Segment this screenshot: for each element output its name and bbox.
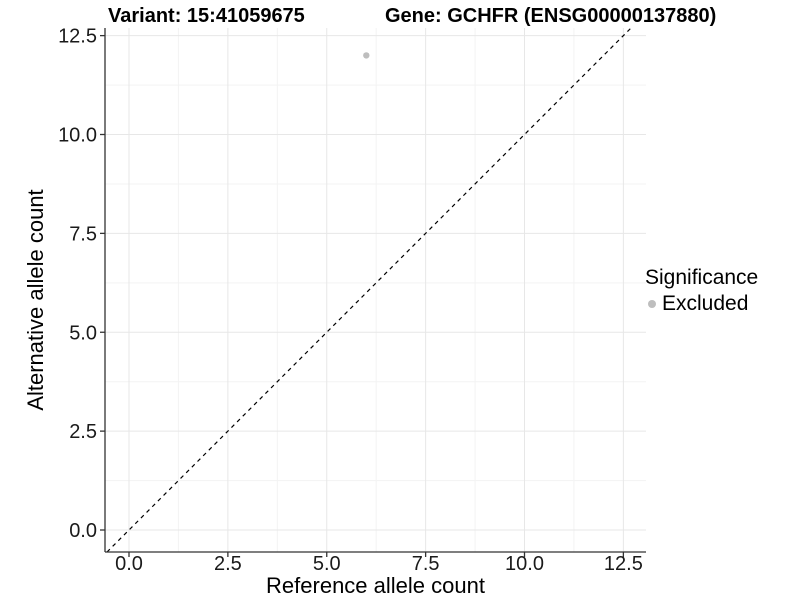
y-tick-label: 0.0 [69, 520, 97, 542]
data-point [363, 52, 370, 59]
y-tick-label: 10.0 [58, 125, 97, 147]
y-tick-label: 5.0 [69, 322, 97, 344]
x-tick-label: 5.0 [313, 553, 341, 575]
plot-title-variant: Variant: 15:41059675 [108, 5, 305, 27]
x-axis-label: Reference allele count [266, 573, 485, 598]
x-tick-label: 2.5 [214, 553, 242, 575]
plot-title-gene: Gene: GCHFR (ENSG00000137880) [385, 5, 717, 27]
y-tick-label: 2.5 [69, 421, 97, 443]
legend-item-label: Excluded [662, 292, 749, 315]
legend: Significance Excluded [645, 266, 758, 316]
x-tick-label: 10.0 [505, 553, 544, 575]
x-tick-label: 7.5 [412, 553, 440, 575]
legend-key-dot [648, 300, 656, 308]
x-tick-label: 12.5 [604, 553, 643, 575]
y-axis-label: Alternative allele count [23, 189, 48, 411]
legend-title: Significance [645, 266, 759, 289]
legend-item-excluded: Excluded [645, 292, 758, 316]
identity-line [106, 27, 632, 553]
y-tick-label: 7.5 [69, 223, 97, 245]
y-tick-label: 12.5 [58, 26, 97, 48]
x-tick-label: 0.0 [115, 553, 143, 575]
